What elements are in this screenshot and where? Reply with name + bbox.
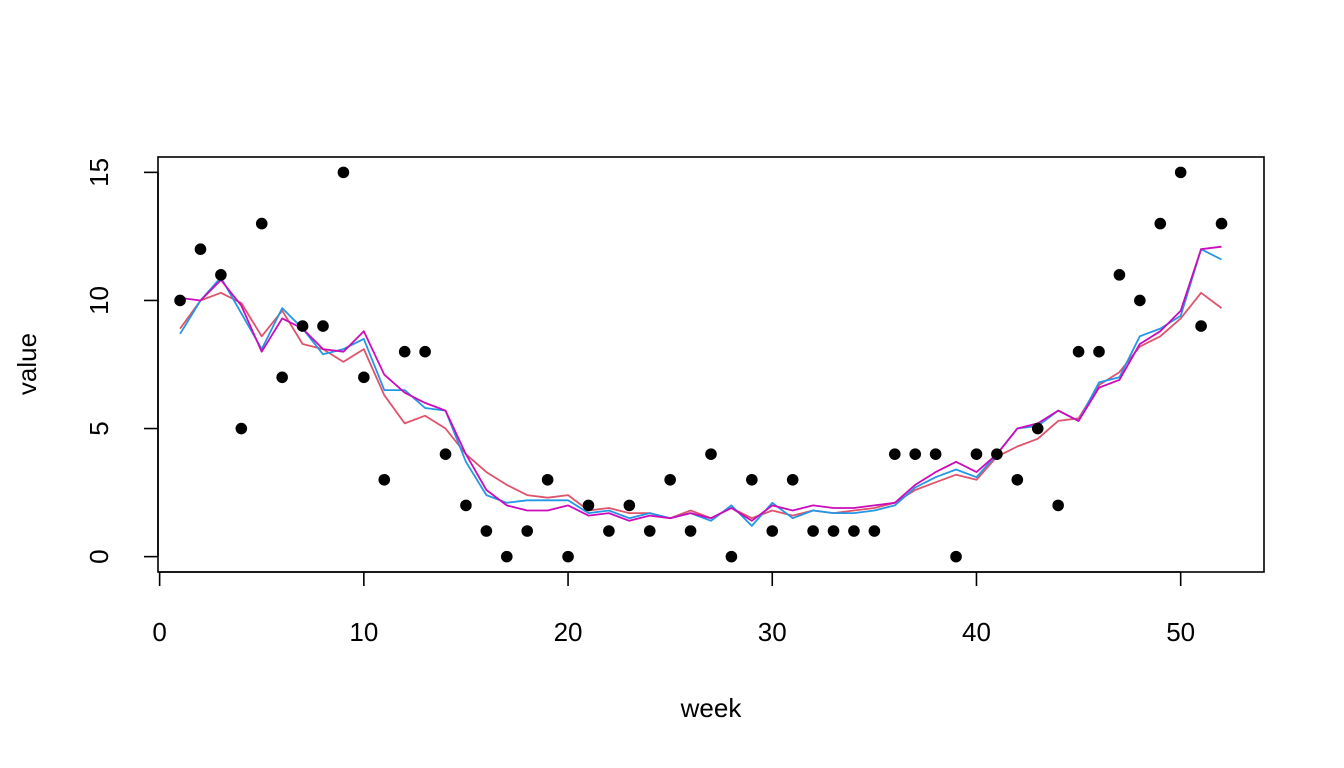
y-axis: 0 5 10 15: [84, 158, 159, 564]
x-tick-label: 20: [554, 617, 583, 647]
x-tick-label: 40: [962, 617, 991, 647]
data-point: [909, 448, 922, 460]
x-axis-title: week: [680, 693, 743, 723]
data-point: [255, 217, 268, 230]
data-point: [1052, 499, 1064, 512]
series-line-2: [179, 248, 1222, 527]
y-tick-label: 15: [84, 158, 114, 187]
y-tick-label: 10: [84, 286, 114, 315]
data-point: [1134, 294, 1146, 307]
data-point: [1174, 166, 1187, 179]
data-point: [439, 448, 452, 460]
data-point: [276, 371, 288, 384]
data-point: [786, 473, 799, 486]
data-point: [500, 550, 513, 563]
data-point: [970, 448, 983, 460]
data-point: [460, 499, 472, 512]
data-point: [358, 371, 370, 384]
data-point: [337, 166, 350, 179]
series-line-3: [179, 245, 1222, 522]
data-point: [215, 269, 227, 281]
y-tick-label: 5: [84, 421, 114, 435]
y-tick-label: 0: [84, 549, 114, 563]
data-point: [296, 320, 309, 332]
data-point: [1154, 217, 1167, 230]
data-points: [174, 166, 1228, 563]
data-point: [174, 294, 186, 307]
data-point: [766, 525, 779, 537]
data-point: [480, 525, 493, 537]
data-point: [888, 448, 901, 460]
data-point: [1195, 320, 1207, 332]
data-point: [398, 345, 411, 358]
data-point: [827, 525, 840, 537]
data-point: [807, 525, 819, 537]
data-point: [1031, 422, 1044, 435]
data-point: [1093, 345, 1105, 358]
data-point: [664, 473, 676, 486]
data-point: [1072, 345, 1085, 358]
data-point: [929, 448, 942, 460]
data-point: [991, 448, 1003, 460]
data-point: [317, 320, 329, 332]
data-point: [684, 525, 697, 537]
data-point: [562, 550, 574, 563]
x-tick-label: 30: [758, 617, 787, 647]
data-point: [419, 345, 431, 358]
data-point: [1113, 269, 1126, 281]
data-point: [541, 473, 554, 486]
data-point: [194, 243, 207, 256]
data-point: [521, 525, 534, 537]
data-point: [378, 473, 391, 486]
x-tick-label: 50: [1166, 617, 1195, 647]
data-point: [848, 525, 860, 537]
series-lines: [179, 245, 1223, 527]
data-point: [725, 550, 738, 563]
x-tick-label: 0: [152, 617, 166, 647]
data-point: [582, 499, 595, 512]
y-axis-title: value: [12, 333, 42, 395]
x-axis: 0 10 20 30 40 50: [152, 571, 1195, 647]
data-point: [643, 525, 656, 537]
data-point: [603, 525, 615, 537]
data-point: [705, 448, 717, 460]
x-tick-label: 10: [349, 617, 378, 647]
data-point: [746, 473, 758, 486]
data-point: [1011, 473, 1024, 486]
series-line-1: [179, 291, 1223, 520]
data-point: [1215, 217, 1228, 230]
plot-frame: [157, 156, 1265, 573]
data-point: [623, 499, 636, 512]
data-point: [950, 550, 962, 563]
data-point: [235, 422, 248, 435]
data-point: [868, 525, 881, 537]
